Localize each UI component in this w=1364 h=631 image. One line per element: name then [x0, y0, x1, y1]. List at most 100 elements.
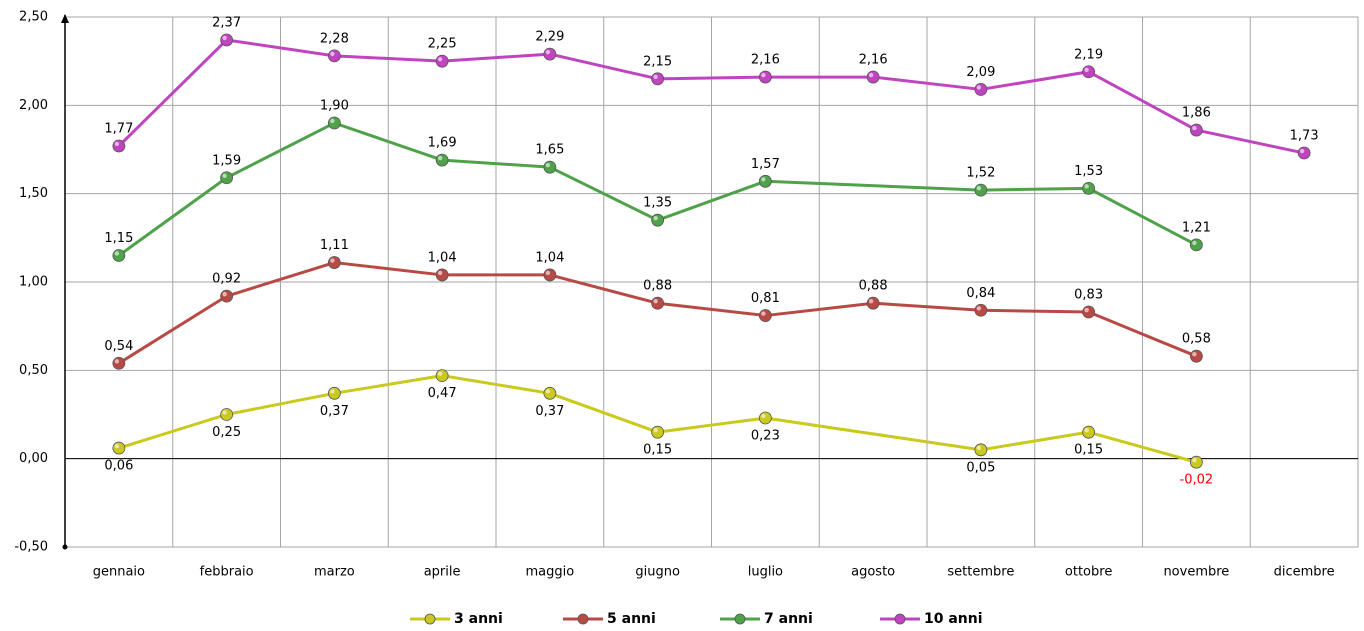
- data-label: 0,37: [320, 404, 349, 419]
- data-label: 0,47: [428, 386, 457, 401]
- marker-shine: [976, 85, 982, 90]
- data-label: 0,06: [104, 459, 133, 474]
- line-segment: [549, 52, 658, 81]
- marker: [974, 443, 988, 457]
- marker-shine: [653, 215, 658, 221]
- marker: [112, 441, 126, 455]
- x-tick-label: maggio: [526, 565, 575, 580]
- data-label: 1,69: [428, 136, 457, 151]
- data-label: 0,92: [212, 272, 241, 287]
- marker-shine: [114, 251, 120, 256]
- line-segment: [657, 179, 766, 222]
- marker: [543, 160, 557, 174]
- axis-origin: [62, 544, 68, 550]
- data-label: -0,02: [1180, 473, 1214, 488]
- marker-shine: [976, 445, 982, 451]
- marker-shine: [545, 389, 551, 394]
- marker: [1189, 123, 1203, 137]
- data-label: 0,15: [643, 443, 672, 458]
- data-label: 0,83: [1074, 288, 1103, 303]
- data-label: 1,86: [1182, 106, 1211, 121]
- data-label: 1,65: [535, 143, 564, 158]
- line-segment: [117, 176, 228, 257]
- x-tick-label: febbraio: [200, 565, 254, 580]
- x-tick-label: ottobre: [1065, 565, 1112, 580]
- data-label: 2,29: [535, 30, 564, 45]
- marker-shine: [868, 299, 874, 304]
- x-tick-label: settembre: [947, 565, 1014, 580]
- data-label: 2,37: [212, 15, 241, 30]
- line-segment: [980, 70, 1089, 91]
- legend-marker: [894, 613, 906, 625]
- marker: [543, 268, 557, 282]
- legend-marker: [734, 613, 746, 625]
- data-label: 2,15: [643, 54, 672, 69]
- marker: [327, 386, 341, 400]
- marker-shine: [222, 35, 227, 41]
- marker-shine: [330, 258, 335, 263]
- line-segment: [225, 121, 336, 180]
- marker-shine: [545, 49, 551, 55]
- data-label: 1,73: [1290, 129, 1319, 144]
- marker-shine: [1084, 184, 1089, 189]
- data-label: 0,05: [966, 460, 995, 475]
- legend-label: 3 anni: [454, 611, 503, 627]
- marker-shine: [437, 270, 443, 276]
- marker-shine: [868, 72, 874, 78]
- data-label: 0,88: [859, 279, 888, 294]
- marker: [758, 411, 772, 425]
- line-segment: [549, 391, 659, 434]
- data-label: 1,11: [320, 238, 349, 253]
- data-label: 1,59: [212, 153, 241, 168]
- y-tick-label: 1,00: [19, 275, 48, 290]
- line-segment: [1087, 187, 1198, 247]
- marker-shine: [1084, 307, 1089, 313]
- axis-arrow: [61, 14, 69, 23]
- marker: [651, 213, 665, 227]
- line-segment: [441, 374, 551, 395]
- data-label: 2,19: [1074, 47, 1103, 62]
- marker: [974, 183, 988, 197]
- data-label: 0,23: [751, 429, 780, 444]
- marker-shine: [1192, 352, 1197, 357]
- marker: [220, 408, 234, 421]
- marker-shine: [761, 72, 766, 78]
- x-tick-label: gennaio: [93, 565, 145, 580]
- marker-shine: [114, 443, 120, 449]
- marker: [543, 386, 557, 400]
- marker-shine: [653, 74, 658, 80]
- marker-shine: [114, 141, 120, 147]
- data-label: 1,77: [104, 121, 133, 136]
- marker-shine: [1192, 240, 1197, 246]
- marker-shine: [330, 118, 335, 124]
- marker: [112, 249, 126, 262]
- x-tick-label: marzo: [314, 565, 355, 580]
- data-label: 0,58: [1182, 332, 1211, 347]
- y-tick-label: 2,50: [19, 10, 48, 25]
- data-label: 1,53: [1074, 164, 1103, 179]
- line-segment: [442, 52, 550, 63]
- line-segment: [1196, 128, 1305, 155]
- marker-shine: [437, 371, 443, 376]
- line-segment: [765, 179, 981, 192]
- data-label: 0,88: [643, 279, 672, 294]
- x-tick-label: agosto: [851, 565, 895, 580]
- marker: [651, 425, 665, 439]
- marker: [1297, 146, 1311, 160]
- marker: [543, 47, 557, 61]
- marker: [435, 268, 449, 282]
- marker-shine: [222, 291, 227, 297]
- marker: [1082, 65, 1096, 79]
- marker-shine: [761, 177, 766, 182]
- line-segment: [226, 391, 335, 416]
- data-label: 1,52: [966, 166, 995, 181]
- line-segment: [980, 308, 1089, 314]
- marker: [1082, 181, 1096, 195]
- x-tick-label: novembre: [1163, 565, 1229, 580]
- line-segment: [333, 121, 443, 162]
- marker-shine: [653, 299, 658, 304]
- marker: [435, 54, 449, 68]
- marker-shine: [114, 359, 120, 364]
- data-label: 2,28: [320, 31, 349, 46]
